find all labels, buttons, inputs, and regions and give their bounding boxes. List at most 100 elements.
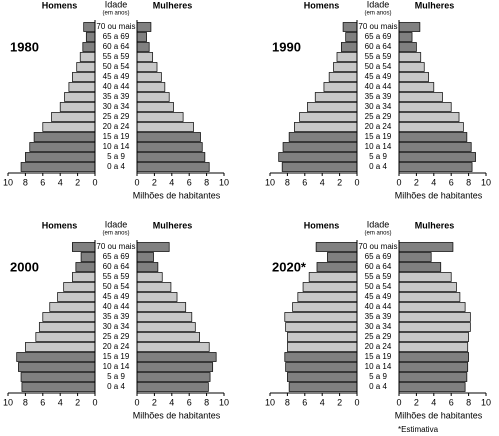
bar-women — [398, 322, 471, 332]
age-group: 25 a 29 — [365, 112, 392, 121]
age-group: 65 a 69 — [103, 32, 130, 41]
bar-men — [285, 322, 358, 332]
age-group: 70 ou mais — [358, 242, 397, 251]
x-tick-label: 2 — [414, 397, 419, 407]
bar-women — [398, 102, 452, 112]
bar-women — [136, 342, 210, 352]
x-tick-label: 4 — [431, 397, 436, 407]
x-tick-label: 0 — [396, 177, 401, 187]
age-group: 60 a 64 — [103, 262, 130, 271]
age-group: 15 a 19 — [365, 352, 392, 361]
bar-men — [57, 292, 96, 302]
bar-men — [18, 362, 96, 372]
age-sublabel: (em anos) — [364, 231, 391, 237]
bar-men — [25, 342, 96, 352]
x-tick-label: 4 — [320, 397, 325, 407]
bar-women — [136, 242, 170, 252]
age-group: 20 a 24 — [103, 342, 130, 351]
bar-men — [297, 292, 358, 302]
age-group: 5 a 9 — [107, 152, 125, 161]
age-group: 20 a 24 — [365, 342, 392, 351]
x-tick-label: 6 — [187, 177, 192, 187]
age-group: 55 a 59 — [365, 272, 392, 281]
bar-women — [398, 82, 435, 92]
x-tick-label: 8 — [466, 397, 471, 407]
x-tick-label: 2 — [337, 177, 342, 187]
bar-women — [136, 162, 210, 172]
age-group: 25 a 29 — [103, 112, 130, 121]
bar-women — [136, 262, 159, 272]
bar-men — [336, 52, 358, 62]
age-group: 10 a 14 — [103, 362, 130, 371]
age-group: 50 a 54 — [103, 282, 130, 291]
bar-men — [288, 382, 358, 392]
bar-men — [315, 242, 358, 252]
age-group: 50 a 54 — [365, 62, 392, 71]
age-group: 30 a 34 — [103, 322, 130, 331]
age-sublabel: (em anos) — [364, 11, 391, 17]
x-tick-label: 6 — [449, 177, 454, 187]
x-tick-label: 2 — [75, 177, 80, 187]
bar-women — [398, 32, 413, 42]
legend-men: Homens — [42, 0, 78, 10]
bar-men — [292, 302, 358, 312]
bar-men — [21, 382, 96, 392]
bar-women — [398, 342, 469, 352]
age-group: 45 a 49 — [365, 292, 392, 301]
x-tick-label: 6 — [302, 177, 307, 187]
bar-women — [398, 92, 443, 102]
age-group: 60 a 64 — [365, 42, 392, 51]
legend-women: Mulheres — [415, 0, 455, 10]
bar-men — [316, 262, 358, 272]
bar-women — [398, 152, 476, 162]
bar-men — [288, 132, 358, 142]
bar-men — [299, 112, 358, 122]
age-group: 30 a 34 — [103, 102, 130, 111]
x-tick-label: 6 — [302, 397, 307, 407]
bar-women — [398, 242, 454, 252]
bar-men — [345, 32, 358, 42]
x-tick-label: 2 — [152, 397, 157, 407]
bar-men — [307, 102, 358, 112]
bar-men — [49, 302, 96, 312]
bar-women — [398, 352, 469, 362]
bar-women — [136, 152, 206, 162]
age-group: 35 a 39 — [103, 92, 130, 101]
bar-women — [398, 52, 422, 62]
bar-women — [398, 62, 425, 72]
x-tick-label: 8 — [23, 177, 28, 187]
bar-women — [398, 312, 471, 322]
panel-title: 1980 — [10, 39, 39, 54]
bar-women — [398, 72, 429, 82]
age-group: 15 a 19 — [103, 352, 130, 361]
x-tick-label: 2 — [152, 177, 157, 187]
bar-men — [323, 82, 358, 92]
x-tick-label: 4 — [320, 177, 325, 187]
age-group: 50 a 54 — [103, 62, 130, 71]
legend-women: Mulheres — [153, 0, 193, 10]
bar-women — [136, 62, 158, 72]
age-group: 55 a 59 — [365, 52, 392, 61]
age-group: 0 a 4 — [369, 382, 387, 391]
x-tick-label: 4 — [169, 177, 174, 187]
bar-men — [340, 42, 358, 52]
age-group: 40 a 44 — [103, 302, 130, 311]
x-tick-label: 6 — [187, 397, 192, 407]
x-tick-label: 10 — [481, 397, 491, 407]
bar-men — [302, 282, 358, 292]
bar-women — [136, 72, 162, 82]
bar-women — [136, 52, 154, 62]
age-group: 30 a 34 — [365, 102, 392, 111]
bar-men — [285, 362, 358, 372]
bar-men — [20, 372, 96, 382]
age-group: 55 a 59 — [103, 52, 130, 61]
legend-men: Homens — [42, 220, 78, 230]
x-tick-label: 10 — [481, 177, 491, 187]
bar-men — [287, 342, 358, 352]
age-group: 10 a 14 — [365, 142, 392, 151]
bar-women — [136, 142, 203, 152]
bar-men — [287, 372, 358, 382]
bar-men — [35, 332, 96, 342]
bar-men — [25, 152, 96, 162]
